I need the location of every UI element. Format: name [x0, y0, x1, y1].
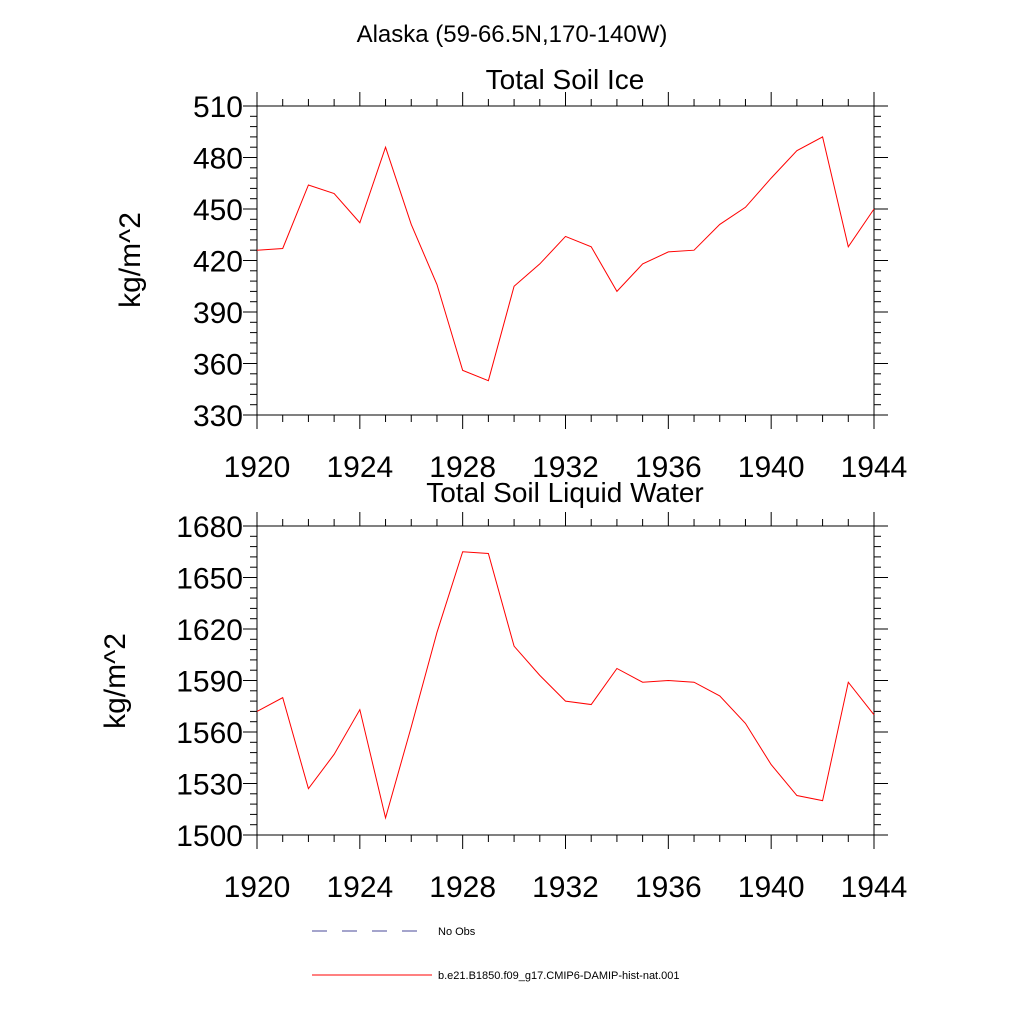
panel-total-soil-ice: Total Soil Ice kg/m^2 1920 1924 1928 1932 19… [114, 64, 907, 484]
x-tick-label: 1944 [841, 871, 908, 904]
x-tick-label: 1920 [224, 871, 291, 904]
plot-frame [256, 525, 875, 836]
y-axis-label: kg/m^2 [114, 212, 147, 308]
panel-title: Total Soil Liquid Water [426, 477, 704, 508]
x-tick-label: 1936 [635, 451, 702, 484]
y-tick-label: 1680 [176, 511, 243, 544]
series-line-0 [256, 551, 875, 820]
legend-label-no-obs: No Obs [438, 926, 476, 938]
y-tick-label: 450 [193, 194, 243, 227]
y-tick-label: 1530 [176, 769, 243, 802]
x-tick-label: 1932 [532, 871, 599, 904]
x-tick-label: 1932 [532, 451, 599, 484]
x-tick-label: 1928 [429, 871, 496, 904]
y-tick-label: 1650 [176, 563, 243, 596]
y-tick-label: 510 [193, 91, 243, 124]
y-tick-label: 1500 [176, 820, 243, 853]
y-tick-label: 480 [193, 143, 243, 176]
figure-title: Alaska (59-66.5N,170-140W) [357, 21, 668, 48]
plot-frame [256, 105, 875, 416]
y-tick-label: 330 [193, 400, 243, 433]
x-tick-label: 1940 [738, 871, 805, 904]
panel-total-soil-liquid-water: Total Soil Liquid Water kg/m^2 1920 1924 1… [99, 477, 907, 904]
legend: No Obs b.e21.B1850.f09_g17.CMIP6-DAMIP-h… [312, 926, 680, 982]
x-tick-label: 1928 [429, 451, 496, 484]
y-tick-label: 420 [193, 246, 243, 279]
y-tick-label: 390 [193, 297, 243, 330]
legend-label-model: b.e21.B1850.f09_g17.CMIP6-DAMIP-hist-nat… [438, 970, 680, 982]
x-tick-label: 1944 [841, 451, 908, 484]
panel-title: Total Soil Ice [486, 64, 645, 95]
y-tick-label: 1620 [176, 614, 243, 647]
x-tick-label: 1920 [224, 451, 291, 484]
x-tick-label: 1936 [635, 871, 702, 904]
x-tick-label: 1940 [738, 451, 805, 484]
x-tick-label: 1924 [326, 451, 393, 484]
series-line-0 [256, 136, 875, 382]
y-tick-label: 1590 [176, 666, 243, 699]
x-tick-label: 1924 [326, 871, 393, 904]
y-tick-label: 360 [193, 349, 243, 382]
y-tick-label: 1560 [176, 717, 243, 750]
y-axis-label: kg/m^2 [99, 633, 132, 729]
